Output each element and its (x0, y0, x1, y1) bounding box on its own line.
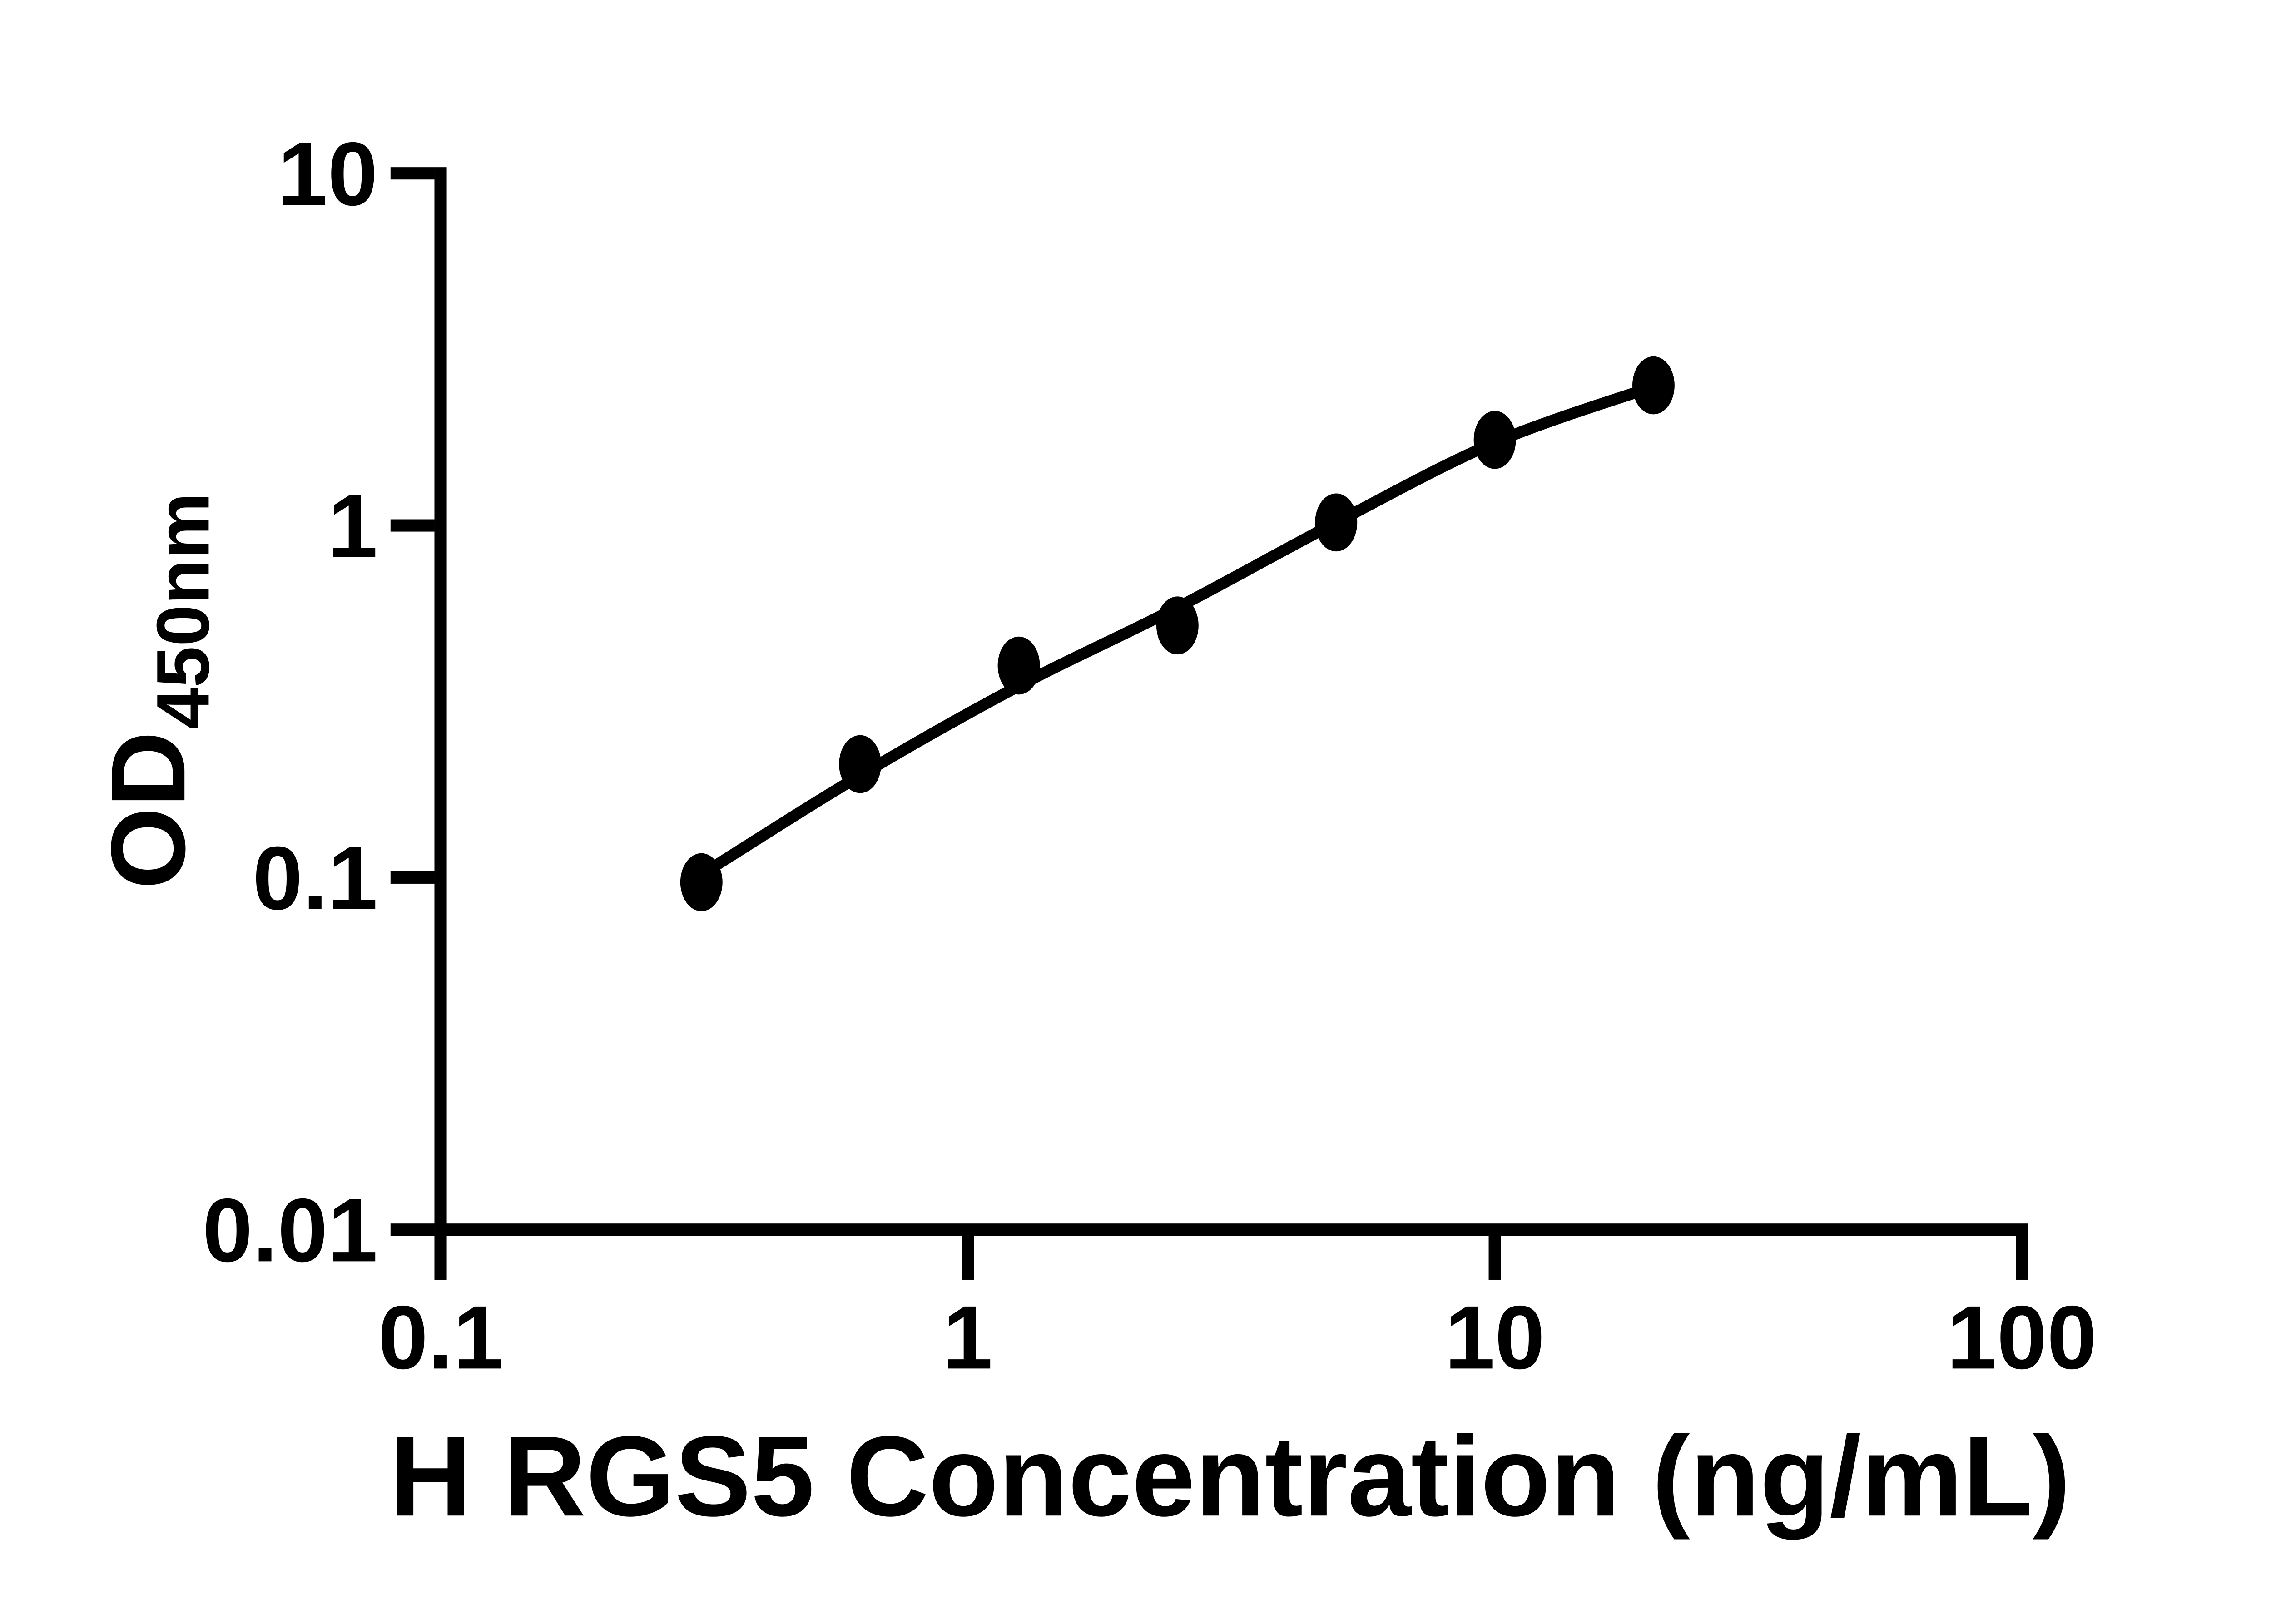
y-tick (390, 167, 435, 180)
y-axis-line (434, 167, 447, 1236)
y-axis-title: OD 450nm (89, 493, 224, 889)
data-point (997, 636, 1040, 695)
data-point (1315, 493, 1358, 552)
x-tick-label: 10 (1445, 1287, 1545, 1388)
x-tick-label: 1 (942, 1287, 992, 1388)
x-tick (962, 1236, 974, 1280)
data-point (680, 853, 723, 911)
y-axis-title-main: OD (89, 731, 207, 889)
y-tick (390, 519, 435, 532)
data-point (1632, 356, 1675, 415)
y-tick-label: 10 (278, 124, 378, 224)
x-tick-label: 0.1 (378, 1287, 503, 1388)
y-axis-title-subscript: 450nm (141, 493, 224, 729)
y-tick (390, 871, 435, 884)
data-point (839, 735, 882, 793)
x-tick (434, 1236, 447, 1280)
data-point (1156, 596, 1199, 655)
x-tick (2016, 1236, 2028, 1280)
y-tick (390, 1223, 435, 1236)
y-tick-label: 0.01 (203, 1180, 378, 1281)
y-tick-label: 0.1 (253, 828, 378, 929)
x-axis-title: H RGS5 Concentration (ng/mL) (389, 1412, 2071, 1540)
y-tick-label: 1 (327, 476, 377, 577)
data-point (1473, 411, 1516, 469)
x-tick-label: 100 (1947, 1287, 2097, 1388)
data-points-layer (680, 356, 1675, 911)
x-tick (1488, 1236, 1501, 1280)
x-axis-line (434, 1223, 2028, 1236)
